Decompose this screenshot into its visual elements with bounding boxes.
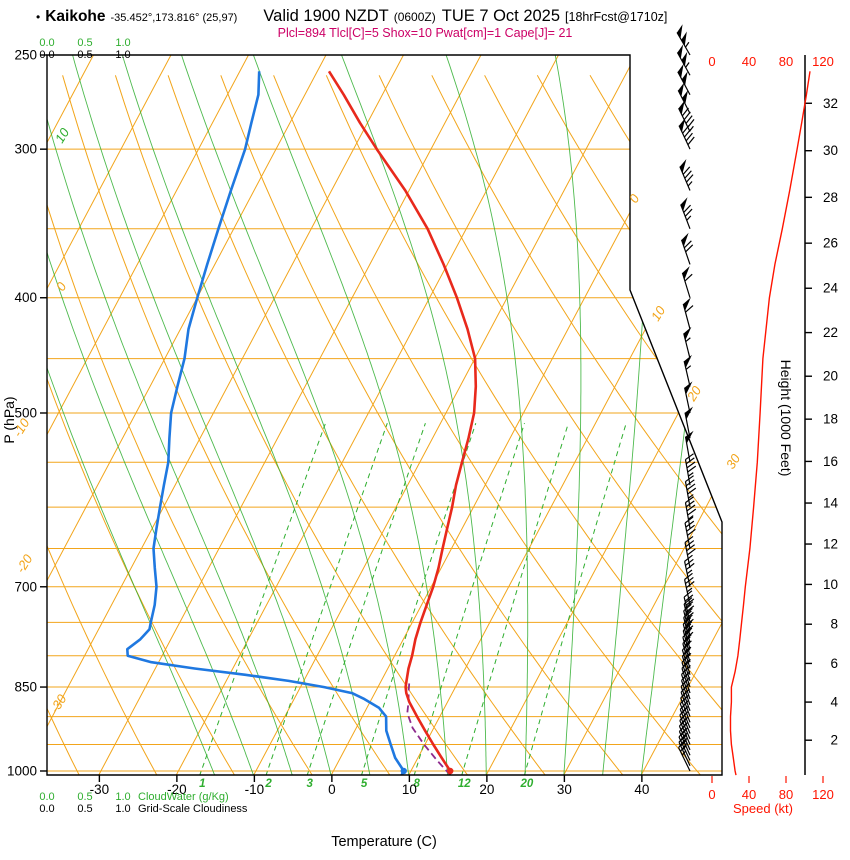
forecast-info: [18hrFcst@1710z]	[565, 10, 668, 24]
svg-text:-30: -30	[47, 691, 70, 716]
svg-text:0.5: 0.5	[77, 49, 92, 61]
cloudwater-scale-title: CloudWater (g/Kg)	[138, 791, 229, 803]
svg-text:0.0: 0.0	[39, 803, 54, 815]
svg-text:250: 250	[14, 48, 37, 63]
svg-text:40: 40	[742, 787, 756, 802]
svg-text:0: 0	[626, 191, 643, 206]
svg-text:10: 10	[648, 303, 669, 324]
dewpoint-curve	[126, 71, 406, 775]
plot-border	[46, 54, 723, 776]
svg-text:40: 40	[634, 782, 649, 797]
svg-text:120: 120	[812, 787, 834, 802]
svg-text:1000: 1000	[7, 763, 37, 778]
svg-text:0: 0	[708, 787, 715, 802]
svg-text:14: 14	[823, 496, 839, 511]
svg-text:-30: -30	[90, 782, 110, 797]
svg-text:12: 12	[458, 778, 471, 790]
svg-text:1.0: 1.0	[115, 791, 130, 803]
svg-text:22: 22	[823, 325, 838, 340]
svg-text:80: 80	[779, 54, 793, 69]
valid-time: Valid 1900 NZDT	[263, 7, 389, 25]
svg-text:20: 20	[479, 782, 494, 797]
speed-curve	[729, 71, 811, 776]
svg-text:700: 700	[14, 579, 37, 594]
svg-text:30: 30	[557, 782, 572, 797]
svg-text:20: 20	[519, 778, 533, 790]
surface-dot	[400, 767, 407, 775]
speed-axis-title: Speed (kt)	[733, 801, 793, 816]
speed-profile	[729, 71, 811, 776]
temperature-curve	[327, 70, 478, 775]
svg-text:16: 16	[823, 454, 838, 469]
pressure-axis-title: P (hPa)	[1, 396, 17, 443]
height-axis-title: Height (1000 Feet)	[778, 360, 794, 477]
svg-text:40: 40	[742, 54, 756, 69]
svg-text:0.5: 0.5	[77, 37, 92, 49]
svg-text:-20: -20	[167, 782, 187, 797]
svg-text:-10: -10	[245, 782, 265, 797]
svg-text:26: 26	[823, 236, 838, 251]
valid-utc: (0600Z)	[393, 10, 436, 24]
svg-text:12: 12	[823, 537, 838, 552]
svg-text:0.0: 0.0	[39, 791, 54, 803]
wind-barbs	[676, 24, 697, 772]
svg-text:24: 24	[823, 281, 839, 296]
station-name: Kaikohe	[45, 8, 106, 25]
svg-text:80: 80	[779, 787, 793, 802]
svg-text:300: 300	[14, 142, 37, 157]
svg-text:850: 850	[14, 680, 37, 695]
gridscale-scale-title: Grid-Scale Cloudiness	[138, 803, 248, 815]
svg-text:4: 4	[830, 695, 838, 710]
svg-text:-20: -20	[13, 551, 36, 576]
svg-text:0: 0	[53, 279, 70, 294]
valid-date: TUE 7 Oct 2025	[441, 7, 561, 25]
temperature-axis-title: Temperature (C)	[331, 834, 437, 850]
svg-text:18: 18	[823, 412, 838, 427]
parcel-curve	[406, 679, 452, 775]
svg-text:1.0: 1.0	[115, 803, 130, 815]
svg-text:120: 120	[812, 54, 834, 69]
surface-dot	[447, 767, 454, 775]
svg-text:30: 30	[823, 143, 838, 158]
svg-text:0.0: 0.0	[39, 37, 54, 49]
station-coords: -35.452°,173.816° (25,97)	[110, 12, 238, 24]
svg-text:28: 28	[823, 190, 838, 205]
svg-text:6: 6	[830, 656, 838, 671]
svg-text:8: 8	[830, 617, 838, 632]
svg-text:2: 2	[830, 733, 838, 748]
svg-text:32: 32	[823, 96, 838, 111]
svg-text:0: 0	[328, 782, 336, 797]
sounding-parameters: Plcl=894 Tlcl[C]=5 Shox=10 Pwat[cm]=1 Ca…	[277, 26, 573, 40]
svg-text:1.0: 1.0	[115, 37, 130, 49]
svg-text:5: 5	[361, 778, 368, 790]
svg-text:20: 20	[823, 369, 838, 384]
header-line: • Kaikohe -35.452°,173.816° (25,97) Vali…	[36, 7, 667, 26]
svg-text:8: 8	[413, 778, 420, 790]
svg-text:1.0: 1.0	[115, 49, 130, 61]
svg-text:10: 10	[823, 577, 838, 592]
svg-text:0.0: 0.0	[39, 49, 54, 61]
station-bullet-icon: •	[36, 10, 41, 24]
svg-text:1: 1	[199, 778, 205, 790]
svg-text:2: 2	[264, 778, 272, 790]
svg-text:0.5: 0.5	[77, 803, 92, 815]
svg-text:0: 0	[708, 54, 715, 69]
svg-text:400: 400	[14, 290, 37, 305]
svg-text:3: 3	[306, 778, 313, 790]
svg-text:20: 20	[683, 383, 704, 405]
svg-text:500: 500	[14, 405, 37, 420]
svg-text:0.5: 0.5	[77, 791, 92, 803]
surface-markers	[400, 767, 454, 775]
svg-text:30: 30	[723, 451, 744, 472]
sounding-profiles	[126, 70, 478, 775]
svg-text:10: 10	[402, 782, 417, 797]
